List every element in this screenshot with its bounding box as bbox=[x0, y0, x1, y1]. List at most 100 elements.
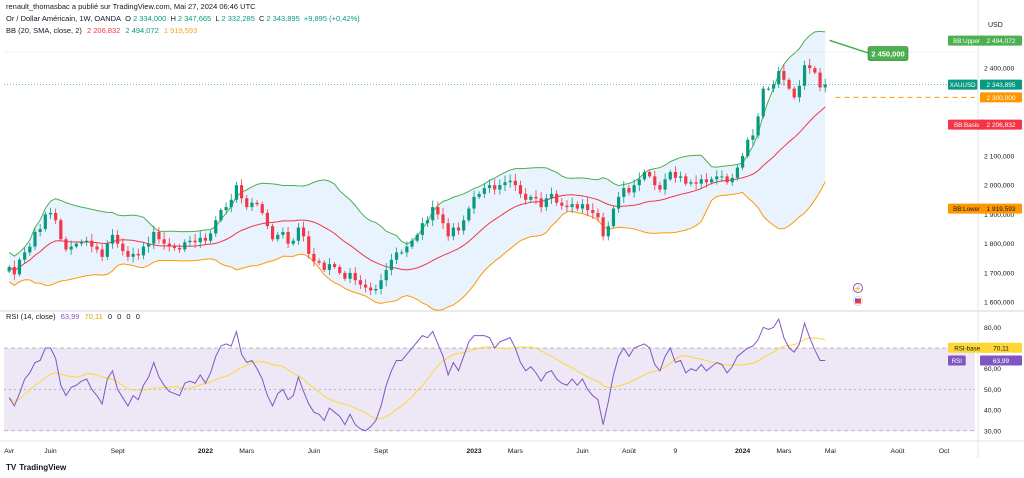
candle-body bbox=[446, 223, 450, 237]
candle-body bbox=[777, 71, 781, 85]
candle-body bbox=[782, 71, 786, 80]
bb-legend[interactable]: BB (20, SMA, close, 2) 2 206,832 2 494,0… bbox=[6, 26, 200, 35]
candle-body bbox=[596, 212, 600, 218]
candle-body bbox=[456, 227, 461, 231]
candle-body bbox=[379, 280, 383, 289]
bb-basis-tag-value-bg bbox=[980, 119, 1022, 130]
candle-body bbox=[100, 249, 104, 257]
candle-body bbox=[374, 288, 378, 291]
candle-body bbox=[183, 242, 187, 250]
rsi-label: RSI (14, close) bbox=[6, 312, 56, 321]
time-tick-label: Juin bbox=[44, 448, 57, 455]
candle-body bbox=[699, 179, 703, 184]
candle-body bbox=[715, 176, 719, 180]
candle-body bbox=[451, 227, 455, 237]
candle-body bbox=[59, 220, 63, 240]
bb-upper-tag: BB:Upper 2 494,072 bbox=[948, 35, 1022, 46]
price-tick-label: 1 800,000 bbox=[984, 241, 1014, 248]
candle-body bbox=[90, 240, 94, 247]
time-tick-label: 2023 bbox=[466, 448, 481, 455]
candle-body bbox=[343, 272, 347, 279]
bb-basis-tag: BB:Basis 2 206,832 bbox=[948, 119, 1022, 130]
candle-body bbox=[560, 202, 564, 206]
candle-body bbox=[808, 65, 812, 69]
candle-body bbox=[69, 246, 73, 250]
brand-name: TradingView bbox=[19, 463, 67, 472]
candle-body bbox=[534, 196, 538, 199]
candle-body bbox=[17, 259, 22, 275]
high-label: H bbox=[170, 14, 176, 23]
bb-lower-tag-value-bg bbox=[980, 203, 1022, 214]
candle-body bbox=[663, 179, 667, 190]
rsi-zero-1: 0 bbox=[107, 312, 113, 321]
candle-body bbox=[265, 212, 270, 227]
candle-body bbox=[214, 220, 218, 234]
candle-body bbox=[684, 176, 688, 184]
candle-body bbox=[384, 269, 388, 281]
candle-body bbox=[648, 172, 652, 177]
candle-body bbox=[503, 182, 507, 186]
candle-body bbox=[632, 185, 636, 193]
rsi-zero-4: 0 bbox=[135, 312, 140, 321]
candle-body bbox=[369, 287, 373, 291]
candle-body bbox=[105, 243, 109, 257]
candle-body bbox=[79, 242, 84, 244]
bb-upper-tag-label-bg bbox=[948, 35, 986, 46]
candle-body bbox=[234, 185, 239, 200]
candle-body bbox=[555, 193, 559, 203]
bb-lower-value: 1 919,593 bbox=[163, 26, 198, 35]
candle-body bbox=[539, 198, 543, 208]
candle-body bbox=[157, 231, 161, 240]
time-tick-label: Mars bbox=[508, 448, 524, 455]
rsi-tick-label: 30,00 bbox=[984, 428, 1001, 435]
rsi-zero-2: 0 bbox=[117, 312, 122, 321]
candle-body bbox=[529, 196, 533, 200]
candle-body bbox=[756, 116, 760, 136]
candle-body bbox=[255, 202, 259, 205]
candle-body bbox=[410, 240, 414, 247]
price-tick-label: 2 000,000 bbox=[984, 183, 1014, 190]
candle-body bbox=[193, 240, 197, 243]
candle-body bbox=[28, 246, 32, 253]
candle-body bbox=[239, 185, 244, 199]
price-tag: XAUUSD 2 343,895 bbox=[948, 79, 1022, 90]
candle-body bbox=[203, 237, 208, 241]
candle-body bbox=[467, 208, 471, 221]
rsi-legend-value: 63,99 bbox=[60, 312, 80, 321]
bb-label: BB (20, SMA, close, 2) bbox=[6, 26, 82, 35]
bb-upper-tag-value: 2 494,072 bbox=[987, 38, 1016, 45]
candle-body bbox=[286, 231, 290, 244]
rsi-tick-label: 80,00 bbox=[984, 325, 1001, 332]
bb-upper-tag-value-bg bbox=[980, 35, 1022, 46]
candle-body bbox=[415, 234, 419, 241]
candle-body bbox=[400, 252, 404, 254]
candle-body bbox=[394, 252, 399, 260]
candle-body bbox=[245, 198, 249, 208]
candle-body bbox=[74, 243, 78, 247]
candle-body bbox=[116, 234, 120, 244]
candle-body bbox=[586, 204, 590, 211]
target-pointer bbox=[829, 39, 871, 55]
candle-body bbox=[431, 207, 435, 221]
rsi-tag-label-bg bbox=[948, 355, 966, 366]
candle-body bbox=[152, 231, 156, 244]
rsi-legend[interactable]: RSI (14, close) 63,99 70,11 0 0 0 0 bbox=[6, 312, 143, 321]
publisher-text: renault_thomasbac a publié sur TradingVi… bbox=[6, 2, 256, 11]
candle-body bbox=[472, 196, 476, 209]
target-callout-label: 2 450,000 bbox=[871, 50, 904, 59]
symbol-name: Or / Dollar Américain, 1W, OANDA bbox=[6, 14, 122, 23]
support-tag-value-bg bbox=[980, 92, 1022, 103]
time-tick-label: Mars bbox=[239, 448, 255, 455]
candle-body bbox=[735, 167, 740, 178]
candle-body bbox=[689, 182, 693, 184]
candle-body bbox=[678, 176, 683, 178]
candle-body bbox=[508, 180, 512, 183]
candle-body bbox=[792, 88, 796, 98]
candle-body bbox=[270, 226, 275, 240]
candle-body bbox=[627, 188, 631, 193]
tradingview-brand[interactable]: TV TradingView bbox=[6, 463, 66, 472]
candle-body bbox=[653, 176, 657, 186]
candle-body bbox=[85, 240, 89, 243]
